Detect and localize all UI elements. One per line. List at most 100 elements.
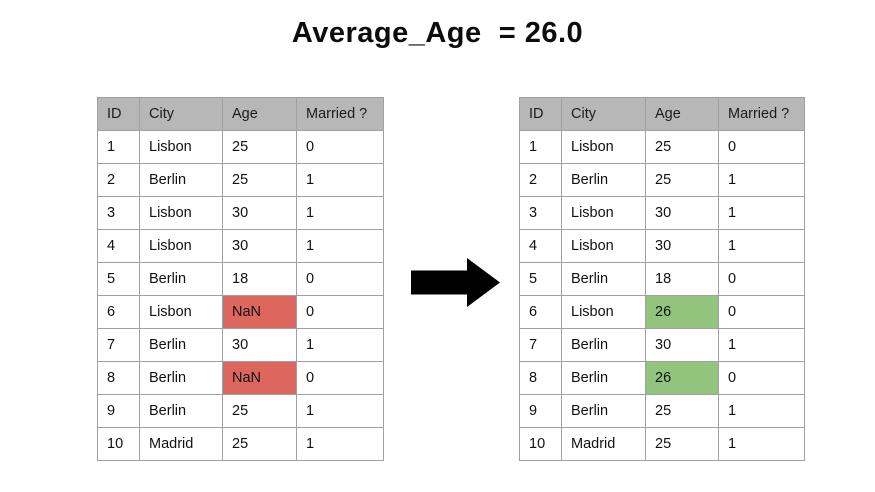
header-cell: Age	[222, 97, 297, 131]
table-cell: Lisbon	[139, 196, 223, 230]
table-cell: Berlin	[561, 328, 646, 362]
table-row: 2 Berlin 25 1	[519, 163, 805, 197]
table-cell: 4	[97, 229, 140, 263]
table-cell: 0	[296, 262, 384, 296]
table-cell: 0	[296, 130, 384, 164]
table-cell: Berlin	[561, 262, 646, 296]
table-cell: 1	[296, 229, 384, 263]
table-cell: 3	[519, 196, 562, 230]
table-cell: Berlin	[561, 163, 646, 197]
table-cell: Lisbon	[561, 196, 646, 230]
nan-age-cell: NaN	[222, 295, 297, 329]
header-cell: City	[561, 97, 646, 131]
table-cell: 0	[718, 361, 805, 395]
table-before-imputation: ID City Age Married ? 1 Lisbon 25 0 2 Berlin 25 1 3 L…	[97, 97, 384, 461]
table-cell: 4	[519, 229, 562, 263]
table-cell: 2	[97, 163, 140, 197]
table-cell: 1	[718, 394, 805, 428]
table-cell: 25	[222, 163, 297, 197]
table-cell: Lisbon	[139, 229, 223, 263]
table-cell: 25	[645, 394, 719, 428]
table-cell: 25	[222, 130, 297, 164]
table-row: 1 Lisbon 25 0	[97, 130, 384, 164]
table-row: 5 Berlin 18 0	[519, 262, 805, 296]
table-row: 3 Lisbon 30 1	[97, 196, 384, 230]
header-cell: Married ?	[296, 97, 384, 131]
table-cell: 1	[97, 130, 140, 164]
table-cell: 6	[519, 295, 562, 329]
table-cell: 5	[97, 262, 140, 296]
table-cell: 7	[519, 328, 562, 362]
table-cell: 30	[645, 229, 719, 263]
table-cell: 30	[222, 328, 297, 362]
table-cell: 25	[645, 427, 719, 461]
table-cell: 2	[519, 163, 562, 197]
table-cell: 1	[718, 328, 805, 362]
table-cell: Berlin	[139, 163, 223, 197]
header-cell: ID	[97, 97, 140, 131]
table-cell: 1	[718, 196, 805, 230]
table-row: 1 Lisbon 25 0	[519, 130, 805, 164]
before-imputation-grid: ID City Age Married ? 1 Lisbon 25 0 2 Berlin 25 1 3 L…	[97, 97, 384, 461]
table-cell: Madrid	[139, 427, 223, 461]
table-cell: Lisbon	[561, 130, 646, 164]
table-row: 3 Lisbon 30 1	[519, 196, 805, 230]
table-row: 10 Madrid 25 1	[97, 427, 384, 461]
table-cell: 9	[97, 394, 140, 428]
table-cell: 0	[718, 295, 805, 329]
header-cell: ID	[519, 97, 562, 131]
table-row: 8 Berlin NaN 0	[97, 361, 384, 395]
table-row: 4 Lisbon 30 1	[97, 229, 384, 263]
table-cell: 25	[645, 130, 719, 164]
table-cell: 1	[718, 163, 805, 197]
table-cell: Lisbon	[139, 130, 223, 164]
table-cell: 18	[645, 262, 719, 296]
table-row: 7 Berlin 30 1	[519, 328, 805, 362]
table-after-imputation: ID City Age Married ? 1 Lisbon 25 0 2 Berlin 25 1 3 L…	[519, 97, 805, 461]
table-cell: Berlin	[561, 361, 646, 395]
table-cell: 1	[519, 130, 562, 164]
imputed-age-cell: 26	[645, 361, 719, 395]
table-row: 6 Lisbon NaN 0	[97, 295, 384, 329]
table-row: 6 Lisbon 26 0	[519, 295, 805, 329]
table-cell: 30	[222, 229, 297, 263]
table-cell: 9	[519, 394, 562, 428]
header-cell: Age	[645, 97, 719, 131]
table-cell: 1	[296, 394, 384, 428]
table-cell: 0	[718, 262, 805, 296]
table-row: 2 Berlin 25 1	[97, 163, 384, 197]
table-cell: 25	[222, 427, 297, 461]
table-cell: Berlin	[139, 361, 223, 395]
table-cell: 1	[296, 328, 384, 362]
table-cell: 25	[645, 163, 719, 197]
header-cell: Married ?	[718, 97, 805, 131]
table-cell: 30	[645, 196, 719, 230]
table-cell: 0	[718, 130, 805, 164]
imputed-age-cell: 26	[645, 295, 719, 329]
table-row: 10 Madrid 25 1	[519, 427, 805, 461]
table-cell: Berlin	[139, 328, 223, 362]
header-cell: City	[139, 97, 223, 131]
page-title: Average_Age = 26.0	[291, 17, 584, 49]
after-imputation-grid: ID City Age Married ? 1 Lisbon 25 0 2 Berlin 25 1 3 L…	[519, 97, 805, 461]
table-cell: Lisbon	[561, 229, 646, 263]
table-cell: 7	[97, 328, 140, 362]
table-cell: Berlin	[561, 394, 646, 428]
table-row: 8 Berlin 26 0	[519, 361, 805, 395]
table-cell: 10	[97, 427, 140, 461]
table-row: 9 Berlin 25 1	[519, 394, 805, 428]
nan-age-cell: NaN	[222, 361, 297, 395]
right-arrow-icon	[411, 257, 501, 308]
table-cell: Lisbon	[139, 295, 223, 329]
table-cell: 8	[519, 361, 562, 395]
table-cell: 1	[296, 196, 384, 230]
table-cell: Lisbon	[561, 295, 646, 329]
table-cell: 3	[97, 196, 140, 230]
table-cell: 1	[718, 229, 805, 263]
header-row: ID City Age Married ?	[97, 97, 384, 131]
table-cell: 8	[97, 361, 140, 395]
table-cell: 30	[645, 328, 719, 362]
table-cell: 1	[718, 427, 805, 461]
table-row: 7 Berlin 30 1	[97, 328, 384, 362]
table-cell: 0	[296, 295, 384, 329]
